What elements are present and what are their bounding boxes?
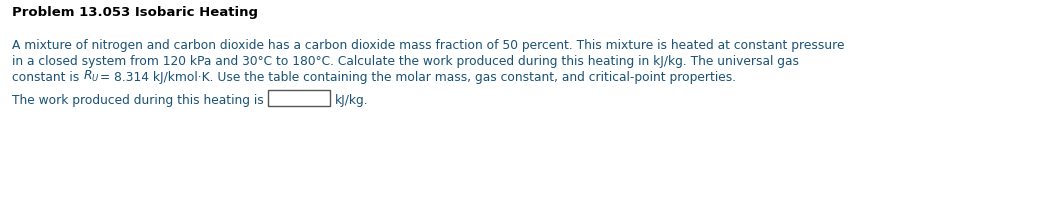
Text: The work produced during this heating is: The work produced during this heating is bbox=[12, 94, 267, 107]
Text: Problem 13.053 Isobaric Heating: Problem 13.053 Isobaric Heating bbox=[12, 6, 258, 19]
Text: $R_U$: $R_U$ bbox=[83, 69, 100, 84]
Text: A mixture of nitrogen and carbon dioxide has a carbon dioxide mass fraction of 5: A mixture of nitrogen and carbon dioxide… bbox=[12, 39, 845, 52]
Text: = 8.314 kJ/kmol·K. Use the table containing the molar mass, gas constant, and cr: = 8.314 kJ/kmol·K. Use the table contain… bbox=[100, 71, 735, 84]
Text: kJ/kg.: kJ/kg. bbox=[335, 94, 368, 107]
Text: constant is: constant is bbox=[12, 71, 83, 84]
Text: in a closed system from 120 kPa and 30°C to 180°C. Calculate the work produced d: in a closed system from 120 kPa and 30°C… bbox=[12, 55, 800, 68]
